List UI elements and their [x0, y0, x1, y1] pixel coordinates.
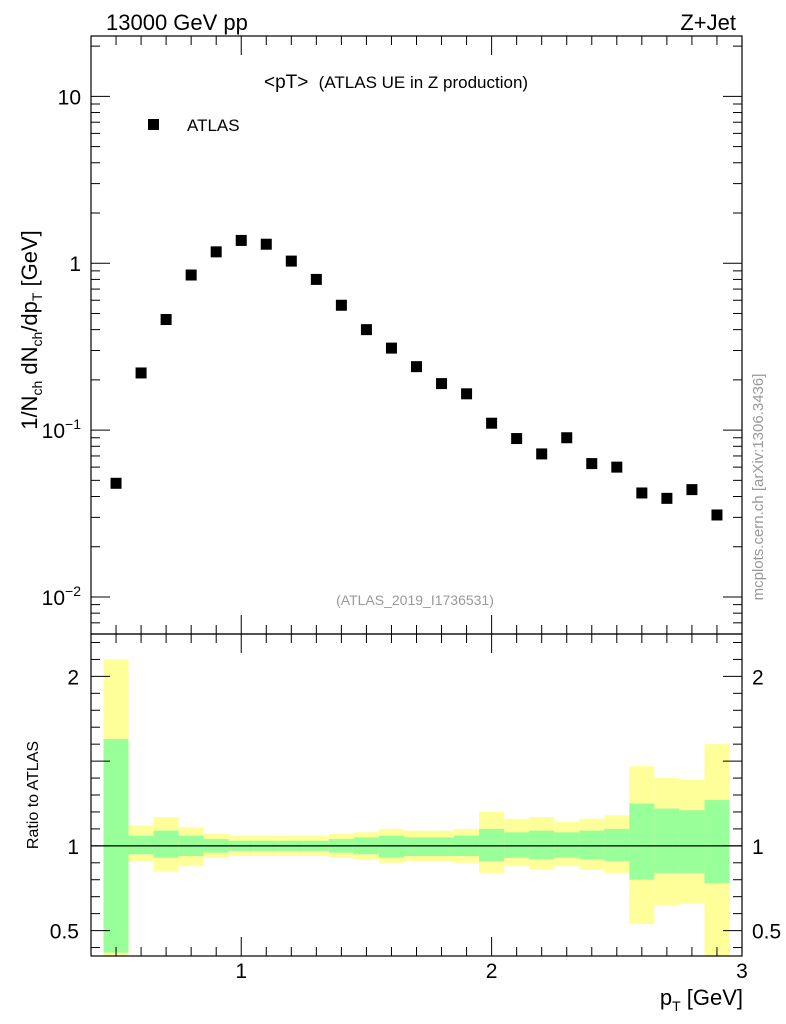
inner-band-bin — [604, 828, 630, 862]
ratio-y-axis-label: Ratio to ATLAS — [25, 741, 42, 849]
inner-band-bin — [403, 837, 430, 857]
data-point — [235, 234, 247, 246]
data-point — [586, 458, 598, 470]
inner-band-bin — [504, 832, 530, 858]
chart-title-text: <pT> — [264, 72, 308, 93]
data-points — [110, 234, 723, 521]
data-point — [686, 484, 698, 496]
data-point — [611, 461, 623, 473]
inner-band-bin — [529, 830, 555, 860]
process-label: Z+Jet — [680, 10, 736, 35]
y-tick-label: 10−2 — [42, 583, 82, 610]
inner-band-bin — [704, 800, 730, 884]
ratio-axis-ticks — [91, 634, 743, 956]
inner-band-bin — [479, 828, 505, 862]
inner-band-bin — [629, 803, 655, 880]
ratio-plot-panel: 0.5 0.5 1 1 2 2 1 2 3 Ratio to ATLAS pT [GeV] — [25, 633, 781, 1014]
y-tick-label: 10−1 — [42, 416, 82, 443]
data-point — [260, 238, 272, 250]
data-point — [335, 299, 347, 311]
x-tick-label: 2 — [486, 960, 498, 983]
data-point — [210, 246, 222, 258]
x-axis-label: pT [GeV] — [660, 985, 743, 1014]
inner-band-bin — [554, 832, 580, 858]
data-point — [511, 433, 523, 445]
uncertainty-bands — [103, 659, 730, 956]
data-point — [110, 477, 122, 489]
data-point — [411, 361, 422, 373]
inner-band-bin — [128, 835, 154, 855]
ratio-y-tick-label-left: 1 — [67, 836, 79, 859]
data-point — [310, 273, 322, 285]
data-point — [661, 492, 673, 504]
data-point — [436, 378, 448, 390]
data-point — [461, 388, 473, 400]
y-tick-label: 1 — [69, 253, 81, 276]
data-point — [711, 509, 723, 521]
data-point — [135, 367, 147, 379]
data-point — [185, 269, 197, 281]
data-point — [285, 255, 297, 267]
ratio-y-tick-labels: 0.5 0.5 1 1 2 2 — [50, 666, 781, 943]
energy-label: 13000 GeV pp — [106, 10, 248, 35]
data-point — [636, 487, 648, 499]
x-tick-labels: 1 2 3 — [235, 960, 747, 983]
analysis-id: (ATLAS_2019_I1736531) — [336, 592, 494, 608]
ratio-y-tick-label-right: 0.5 — [752, 921, 781, 944]
legend-marker — [148, 119, 159, 130]
x-tick-label: 3 — [736, 960, 748, 983]
data-point — [360, 324, 372, 336]
data-point — [486, 417, 498, 429]
main-y-tick-labels: 10 1 10−1 10−2 — [42, 86, 82, 610]
ratio-y-tick-label-right: 1 — [752, 836, 764, 859]
y-tick-label: 10 — [58, 86, 81, 109]
chart-subtitle: (ATLAS UE in Z production) — [319, 73, 528, 92]
ratio-y-tick-label-right: 2 — [752, 666, 764, 689]
data-point — [385, 342, 397, 354]
inner-band-bin — [429, 837, 455, 857]
inner-band-bin — [654, 808, 680, 873]
data-point — [561, 432, 573, 444]
legend-label: ATLAS — [187, 116, 240, 135]
inner-band-bin — [153, 830, 179, 858]
ratio-y-tick-label-left: 2 — [67, 666, 79, 689]
watermark: mcplots.cern.ch [arXiv:1306.3436] — [750, 374, 767, 601]
main-y-axis-label: 1/Nch dNch/dpT [GeV] — [17, 230, 45, 430]
data-point — [536, 448, 548, 460]
chart-title: <pT> (ATLAS UE in Z production) — [264, 72, 528, 93]
data-point — [160, 314, 172, 326]
main-axis-ticks — [91, 36, 743, 635]
inner-band-bin — [378, 835, 404, 858]
ratio-y-tick-label-left: 0.5 — [50, 921, 79, 944]
main-plot-panel: 10 1 10−1 10−2 <pT> (ATLAS UE in Z producti… — [17, 35, 743, 635]
x-tick-label: 1 — [235, 960, 247, 983]
inner-band-bin — [679, 810, 705, 873]
inner-band-bin — [579, 830, 605, 860]
